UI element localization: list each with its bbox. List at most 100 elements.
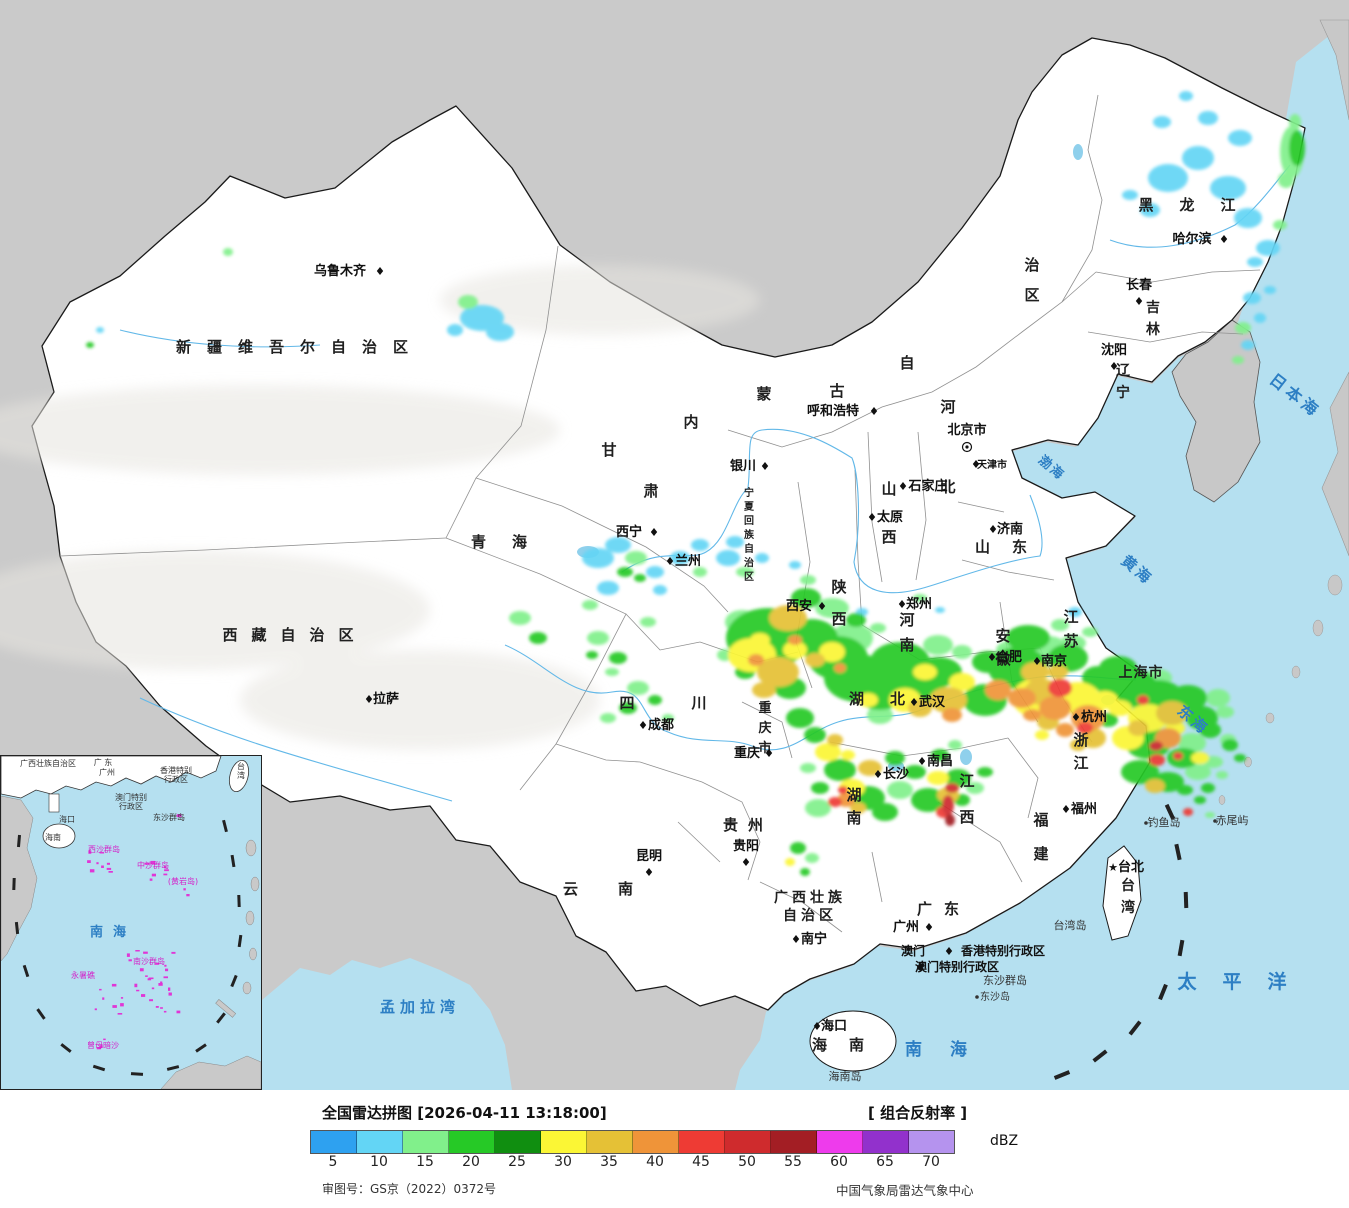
radar-echo xyxy=(966,782,984,794)
map-label: 台 xyxy=(237,761,245,771)
legend-swatch xyxy=(357,1131,403,1153)
radar-echo xyxy=(1023,709,1041,721)
legend-unit-label: dBZ xyxy=(990,1133,1019,1149)
legend-colorbar xyxy=(310,1130,955,1154)
island-speck xyxy=(164,866,167,869)
map-label: 徽 xyxy=(994,650,1011,668)
radar-echo xyxy=(634,574,646,582)
island-speck xyxy=(151,987,155,990)
map-label: 澳门特别 xyxy=(115,792,147,802)
island-speck xyxy=(99,988,102,991)
city-marker-icon xyxy=(765,749,773,757)
island-speck xyxy=(148,977,154,980)
radar-echo xyxy=(755,553,769,563)
radar-echo xyxy=(942,708,962,722)
city-marker-icon xyxy=(645,868,653,876)
radar-echo xyxy=(1273,220,1287,230)
city-label: 兰州 xyxy=(666,553,701,569)
radar-echo xyxy=(617,567,633,577)
legend-tick: 10 xyxy=(370,1154,388,1170)
map-label: 西沙群岛 xyxy=(88,844,120,854)
map-label: 自治区 xyxy=(783,907,837,924)
province-borders xyxy=(59,94,1261,933)
radar-echo xyxy=(586,651,598,659)
radar-echo xyxy=(1140,203,1160,217)
radar-echo xyxy=(1039,696,1071,720)
agency-name: 中国气象局雷达气象中心 xyxy=(836,1183,974,1198)
inset-map: 广西壮族自治区广 东广州 香港特别行政区澳门特别行政区台湾东沙群岛海口海南西沙群岛… xyxy=(0,755,262,1090)
svg-text:贵阳: 贵阳 xyxy=(733,838,759,854)
legend-tick: 15 xyxy=(416,1154,434,1170)
islet-dot-icon xyxy=(1213,819,1217,823)
legend-tick: 65 xyxy=(876,1154,894,1170)
city-label: 天津市 xyxy=(972,458,1007,471)
map-label: 重 xyxy=(758,700,771,716)
island-speck xyxy=(120,997,124,999)
city-marker-icon xyxy=(898,600,906,608)
city-marker-icon xyxy=(792,935,800,943)
svg-text:长沙: 长沙 xyxy=(883,766,909,782)
city-marker-icon xyxy=(818,602,826,610)
approval-number: 审图号：GS京（2022）0372号 xyxy=(322,1182,496,1196)
boundary-dash xyxy=(237,894,241,908)
island-speck xyxy=(99,1045,103,1048)
map-label: 黑龙江 xyxy=(1138,196,1261,214)
map-label: 安 xyxy=(995,627,1010,645)
radar-echo xyxy=(1243,292,1261,304)
radar-echo xyxy=(1006,625,1050,651)
radar-echo xyxy=(841,750,855,760)
radar-echo xyxy=(587,631,609,645)
map-label: 区 xyxy=(1024,286,1039,304)
capital-marker-icon xyxy=(961,441,973,453)
city-label: 南京 xyxy=(1033,653,1067,669)
radar-echo xyxy=(1177,785,1193,795)
radar-echo xyxy=(736,567,754,577)
legend-tick: 45 xyxy=(692,1154,710,1170)
map-label: 新疆维吾尔自治区 xyxy=(176,338,424,356)
radar-echo xyxy=(804,727,826,743)
radar-echo xyxy=(600,713,616,723)
svg-text:成都: 成都 xyxy=(648,717,674,733)
radar-echo xyxy=(750,633,770,647)
inset-vietnam xyxy=(0,795,38,962)
map-label: 治 xyxy=(1024,256,1039,274)
island-speck xyxy=(96,862,99,865)
map-label: 山东 xyxy=(975,538,1049,556)
city-label: 杭州 xyxy=(1072,709,1107,725)
island-speck xyxy=(163,1010,167,1013)
island-speck xyxy=(106,867,112,870)
map-label: 行政区 xyxy=(164,774,188,784)
boundary-dash xyxy=(12,877,16,891)
radar-echo xyxy=(1099,656,1137,680)
radar-echo xyxy=(805,653,825,667)
island-speck xyxy=(149,999,153,1002)
svg-text:昆明: 昆明 xyxy=(636,848,662,864)
svg-text:广州: 广州 xyxy=(893,919,919,935)
map-label: 台湾岛 xyxy=(1054,918,1087,932)
city-label: 香港特别行政区 xyxy=(945,943,1045,958)
city-marker-icon xyxy=(666,557,674,565)
island-speck xyxy=(168,992,172,996)
radar-echo xyxy=(1247,257,1263,267)
map-label: 宁 xyxy=(1116,384,1130,401)
map-label: 钓鱼岛 xyxy=(1148,815,1181,829)
radar-echo xyxy=(1216,771,1228,779)
radar-echo xyxy=(769,605,807,631)
island-speck xyxy=(120,1003,124,1007)
island-speck xyxy=(106,862,110,865)
island-speck xyxy=(160,1007,163,1009)
island-speck xyxy=(164,964,167,967)
map-label: 自 xyxy=(744,542,754,555)
island-speck xyxy=(171,951,176,954)
radar-echo xyxy=(1021,662,1049,682)
radar-echo xyxy=(509,611,531,625)
islet-dot-icon xyxy=(975,995,979,999)
boundary-dash xyxy=(166,1065,180,1071)
legend-tick: 30 xyxy=(554,1154,572,1170)
city-marker-icon xyxy=(1220,235,1228,243)
svg-text:南京: 南京 xyxy=(1041,653,1067,669)
boundary-dash xyxy=(216,1012,226,1024)
japan-islands xyxy=(1321,371,1349,557)
radar-echo xyxy=(789,561,801,569)
